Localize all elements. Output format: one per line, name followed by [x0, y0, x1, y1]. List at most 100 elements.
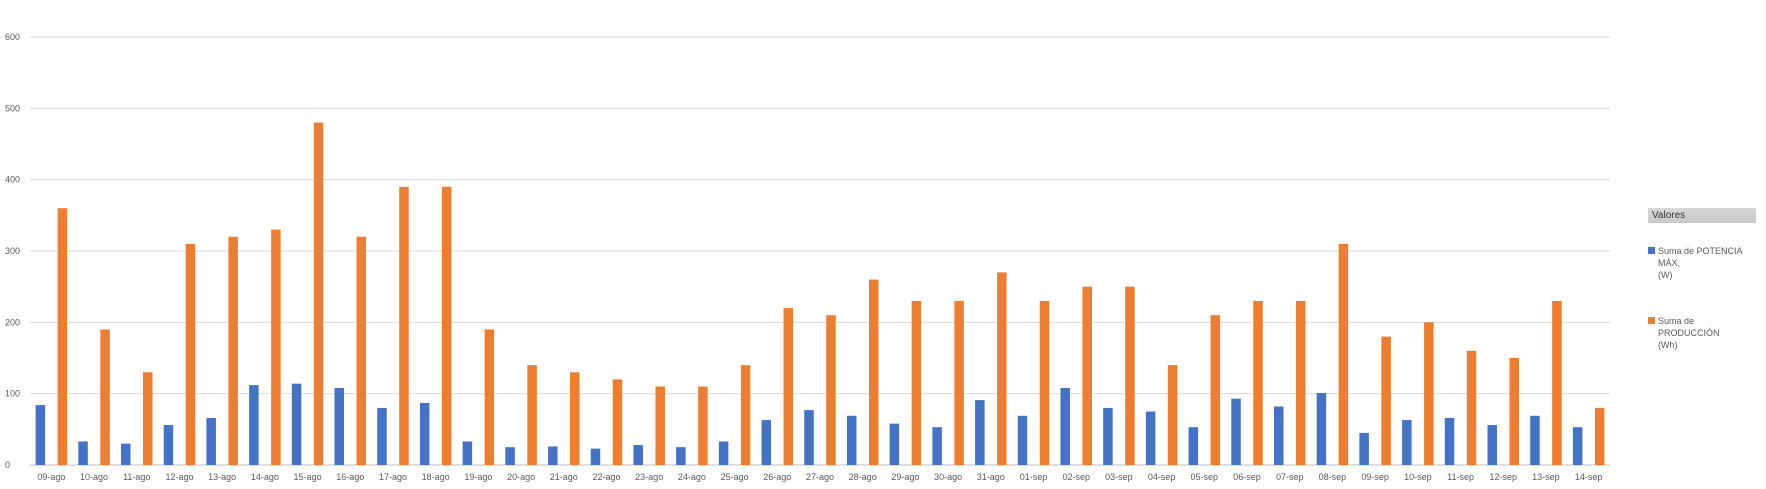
bar-potencia-13-sep: [1530, 415, 1540, 465]
x-tick-label-11-ago: 11-ago: [123, 472, 150, 482]
x-tick-label-04-sep: 04-sep: [1148, 472, 1176, 482]
bar-produccion-17-ago: [399, 186, 409, 466]
bar-potencia-06-sep: [1231, 398, 1241, 465]
x-tick-label-07-sep: 07-sep: [1276, 472, 1304, 482]
bar-potencia-12-sep: [1487, 425, 1497, 465]
y-tick-label-200: 200: [5, 317, 20, 327]
legend-label-potencia-line-1: Suma de POTENCIA: [1658, 246, 1743, 256]
bar-produccion-07-sep: [1295, 300, 1306, 465]
x-tick-label-13-ago: 13-ago: [208, 472, 236, 482]
bar-potencia-22-ago: [590, 448, 601, 465]
x-tick-label-30-ago: 30-ago: [934, 472, 962, 482]
y-tick-label-600: 600: [5, 32, 20, 42]
x-tick-label-25-ago: 25-ago: [721, 472, 749, 482]
x-tick-label-16-ago: 16-ago: [336, 472, 364, 482]
bar-potencia-28-ago: [846, 415, 857, 465]
bar-produccion-09-sep: [1381, 336, 1391, 465]
bar-potencia-26-ago: [761, 420, 772, 465]
bar-potencia-27-ago: [804, 410, 814, 465]
x-tick-label-20-ago: 20-ago: [507, 472, 535, 482]
bar-produccion-30-ago: [954, 300, 964, 465]
bar-potencia-29-ago: [889, 423, 900, 465]
x-tick-label-02-sep: 02-sep: [1062, 472, 1090, 482]
bar-produccion-03-sep: [1125, 286, 1135, 465]
bar-produccion-11-ago: [143, 372, 153, 465]
legend-swatch-potencia: [1648, 247, 1655, 254]
x-tick-label-11-sep: 11-sep: [1447, 472, 1474, 482]
legend-label-potencia-line-2: MÁX,: [1658, 258, 1681, 268]
x-tick-label-15-ago: 15-ago: [294, 472, 322, 482]
y-axis: 0 100 200 300 400 500 600: [5, 32, 20, 470]
bar-produccion-27-ago: [826, 315, 836, 465]
bar-produccion-14-ago: [271, 229, 281, 465]
bar-potencia-24-ago: [676, 447, 686, 465]
bar-produccion-15-ago: [313, 122, 324, 465]
bar-potencia-11-sep: [1444, 417, 1455, 465]
x-tick-label-29-ago: 29-ago: [891, 472, 919, 482]
bar-produccion-28-ago: [868, 279, 879, 465]
x-tick-label-09-sep: 09-sep: [1361, 472, 1389, 482]
x-tick-label-01-sep: 01-sep: [1020, 472, 1048, 482]
x-tick-label-17-ago: 17-ago: [379, 472, 407, 482]
bar-potencia-15-ago: [291, 383, 302, 465]
bar-potencia-02-sep: [1060, 387, 1070, 465]
bar-produccion-12-ago: [185, 243, 196, 465]
bar-produccion-22-ago: [612, 379, 623, 465]
bar-potencia-07-sep: [1273, 406, 1284, 465]
y-tick-label-100: 100: [5, 389, 20, 399]
x-tick-label-19-ago: 19-ago: [464, 472, 492, 482]
legend-label-produccion-line-2: (Wh): [1658, 340, 1678, 350]
x-tick-label-10-sep: 10-sep: [1404, 472, 1432, 482]
bar-potencia-30-ago: [932, 427, 942, 465]
bar-produccion-25-ago: [740, 365, 751, 465]
gridlines: [30, 36, 1610, 466]
bar-produccion-18-ago: [441, 186, 452, 466]
bar-produccion-29-ago: [911, 300, 922, 465]
bar-potencia-05-sep: [1188, 427, 1199, 465]
x-tick-label-24-ago: 24-ago: [678, 472, 706, 482]
x-tick-label-12-ago: 12-ago: [165, 472, 193, 482]
bar-produccion-21-ago: [570, 372, 580, 465]
bar-potencia-14-sep: [1572, 427, 1583, 465]
bar-potencia-09-ago: [35, 405, 46, 465]
x-tick-label-21-ago: 21-ago: [550, 472, 578, 482]
x-axis: 09-ago 10-ago 11-ago 12-ago 13-ago 14-ago 15-a…: [37, 472, 1602, 482]
legend-item-produccion[interactable]: Suma de PRODUCCIÓN (Wh): [1648, 315, 1756, 351]
bar-produccion-13-sep: [1552, 300, 1562, 465]
x-tick-label-22-ago: 22-ago: [592, 472, 620, 482]
x-tick-label-31-ago: 31-ago: [977, 472, 1005, 482]
bar-potencia-10-ago: [78, 441, 88, 465]
y-tick-label-500: 500: [5, 103, 20, 113]
bar-potencia-16-ago: [334, 387, 345, 465]
x-tick-label-08-sep: 08-sep: [1319, 472, 1347, 482]
bar-potencia-31-ago: [975, 400, 985, 465]
bar-potencia-18-ago: [419, 402, 430, 465]
bar-potencia-20-ago: [505, 447, 515, 465]
x-tick-label-14-sep: 14-sep: [1575, 472, 1603, 482]
bar-produccion-16-ago: [356, 236, 367, 465]
bar-produccion-11-sep: [1466, 350, 1477, 465]
bar-potencia-21-ago: [548, 446, 558, 465]
bar-potencia-14-ago: [249, 385, 259, 465]
x-tick-label-27-ago: 27-ago: [806, 472, 834, 482]
bar-produccion-13-ago: [228, 236, 238, 465]
bars: [35, 122, 1605, 466]
x-tick-label-26-ago: 26-ago: [763, 472, 791, 482]
legend-swatch-produccion: [1648, 317, 1655, 324]
bar-potencia-04-sep: [1145, 411, 1156, 465]
bar-produccion-05-sep: [1210, 315, 1221, 465]
x-tick-label-12-sep: 12-sep: [1489, 472, 1517, 482]
bar-produccion-09-ago: [57, 208, 68, 465]
legend: Valores Suma de POTENCIA MÁX, (W) Suma d…: [1648, 208, 1756, 351]
bar-produccion-24-ago: [698, 386, 708, 465]
x-tick-label-13-sep: 13-sep: [1532, 472, 1560, 482]
bar-potencia-17-ago: [377, 407, 387, 465]
x-tick-label-10-ago: 10-ago: [80, 472, 108, 482]
y-tick-label-0: 0: [5, 460, 10, 470]
x-tick-label-23-ago: 23-ago: [635, 472, 663, 482]
legend-title: Valores: [1648, 208, 1756, 223]
legend-item-potencia[interactable]: Suma de POTENCIA MÁX, (W): [1648, 245, 1756, 281]
bar-potencia-11-ago: [121, 443, 131, 465]
bar-produccion-06-sep: [1253, 300, 1263, 465]
x-tick-label-06-sep: 06-sep: [1233, 472, 1261, 482]
